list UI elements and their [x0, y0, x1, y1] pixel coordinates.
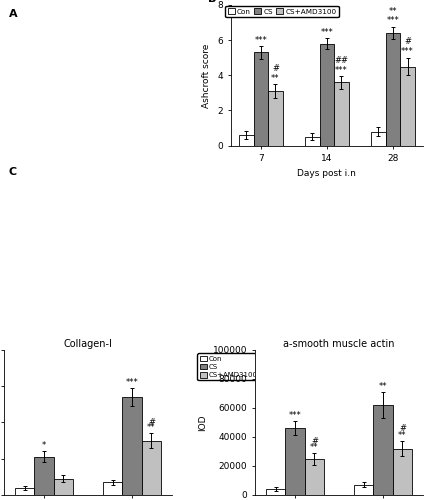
Title: a-smooth muscle actin: a-smooth muscle actin [282, 339, 394, 349]
Text: **: ** [147, 423, 155, 432]
Text: *: * [42, 442, 46, 450]
Text: ***: *** [320, 28, 333, 36]
Title: Collagen-I: Collagen-I [63, 339, 112, 349]
Text: **: ** [378, 382, 386, 391]
Bar [239, 135, 253, 145]
Text: B: B [207, 0, 216, 4]
Text: #: # [310, 438, 317, 446]
Legend: Con, CS, CS+AMD3100: Con, CS, CS+AMD3100 [225, 6, 338, 18]
Text: ***: *** [125, 378, 138, 387]
Bar [122, 397, 141, 495]
Bar [399, 66, 414, 146]
Text: #: # [271, 64, 278, 72]
Bar [334, 82, 348, 146]
Bar [370, 132, 385, 145]
Bar [304, 458, 323, 495]
Bar [34, 457, 54, 495]
Bar [265, 489, 285, 495]
Text: ***: *** [254, 36, 267, 44]
Bar [305, 137, 319, 145]
Y-axis label: IOD: IOD [198, 414, 207, 430]
Bar [268, 91, 282, 146]
Bar [385, 33, 399, 146]
Bar [15, 488, 34, 495]
Bar [253, 52, 268, 146]
Text: **: ** [388, 6, 396, 16]
Text: ***: *** [288, 411, 301, 420]
Bar [141, 440, 161, 495]
Text: **: ** [271, 74, 279, 82]
Text: #: # [403, 38, 410, 46]
Bar [353, 485, 372, 495]
Text: ***: *** [386, 16, 398, 25]
Bar [285, 428, 304, 495]
Text: ##: ## [334, 56, 348, 65]
Text: **: ** [309, 443, 318, 452]
Bar [372, 405, 392, 495]
Bar [392, 448, 411, 495]
Text: ***: *** [400, 48, 413, 56]
Text: #: # [147, 418, 155, 427]
Legend: Con, CS, CS+AMD3100: Con, CS, CS+AMD3100 [197, 354, 259, 380]
X-axis label: Days post i.n: Days post i.n [297, 168, 356, 177]
Text: C: C [9, 167, 17, 177]
Text: #: # [398, 424, 405, 434]
Bar [319, 44, 334, 146]
Text: ***: *** [334, 66, 347, 75]
Bar [54, 478, 73, 495]
Text: **: ** [397, 432, 406, 440]
Bar [103, 482, 122, 495]
Y-axis label: Ashcroft score: Ashcroft score [202, 43, 211, 108]
Text: A: A [9, 9, 17, 19]
